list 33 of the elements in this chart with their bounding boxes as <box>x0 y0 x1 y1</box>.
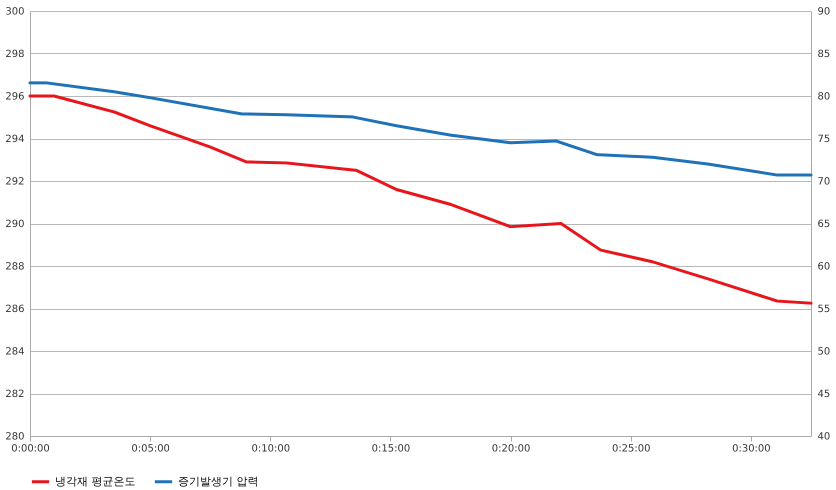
line-series <box>28 94 812 305</box>
y2-tick-label: 40 <box>818 432 830 442</box>
y2-tick-label: 55 <box>818 304 830 315</box>
y-tick-label: 300 <box>5 6 24 18</box>
y-tick-label: 284 <box>5 346 24 358</box>
y2-tick-label: 50 <box>818 346 830 358</box>
y2-tick-label: 65 <box>818 219 830 230</box>
y2-tick-label: 80 <box>818 92 830 102</box>
y-tick-label: 286 <box>5 304 24 315</box>
legend-label: 냉각재 평균온도 <box>55 474 136 488</box>
y2-tick-label: 70 <box>818 176 830 188</box>
line-series <box>28 81 812 177</box>
y2-tick-label: 60 <box>818 262 830 272</box>
y-tick-label: 280 <box>5 432 24 442</box>
y-tick-label: 282 <box>5 389 24 400</box>
x-tick-label: 0:20:00 <box>492 444 530 454</box>
y2-tick-label: 45 <box>818 389 830 400</box>
x-tick-label: 0:15:00 <box>372 444 410 454</box>
y-tick-label: 290 <box>5 219 24 230</box>
y2-tick-label: 75 <box>818 134 830 145</box>
x-tick-label: 0:00:00 <box>11 444 50 454</box>
legend-label: 증기발생기 압력 <box>178 474 258 488</box>
y-tick-label: 294 <box>5 134 24 145</box>
x-tick-label: 0:10:00 <box>252 444 290 454</box>
y2-tick-label: 90 <box>818 6 830 18</box>
x-tick-label: 0:25:00 <box>612 444 651 454</box>
x-tick-label: 0:30:00 <box>732 444 771 454</box>
x-tick-label: 0:05:00 <box>131 444 170 454</box>
y-tick-label: 298 <box>5 49 24 60</box>
y-tick-label: 288 <box>5 262 24 272</box>
y-tick-label: 292 <box>5 176 24 188</box>
y2-tick-label: 85 <box>818 49 830 60</box>
y-tick-label: 296 <box>5 92 24 102</box>
